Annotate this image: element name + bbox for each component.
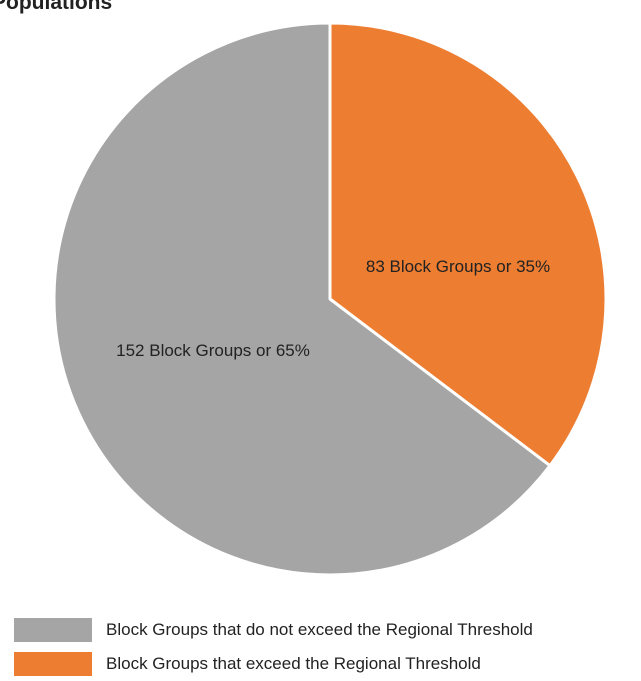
chart-legend: Block Groups that do not exceed the Regi…: [14, 613, 533, 681]
pie-slice-1: [52, 21, 552, 577]
chart-title: Populations: [0, 0, 113, 14]
pie-slice-0: [328, 21, 608, 468]
legend-swatch-gray: [14, 618, 92, 642]
pie-data-label-1: 152 Block Groups or 65%: [116, 341, 310, 360]
legend-label: Block Groups that exceed the Regional Th…: [106, 654, 481, 673]
legend-swatch-orange: [14, 652, 92, 676]
pie-chart: 83 Block Groups or 35% 152 Block Groups o…: [52, 21, 608, 577]
legend-item-not-exceed: Block Groups that do not exceed the Regi…: [14, 613, 533, 647]
pie-data-label-0: 83 Block Groups or 35%: [366, 257, 550, 276]
legend-label: Block Groups that do not exceed the Regi…: [106, 620, 533, 639]
legend-item-exceed: Block Groups that exceed the Regional Th…: [14, 647, 533, 681]
